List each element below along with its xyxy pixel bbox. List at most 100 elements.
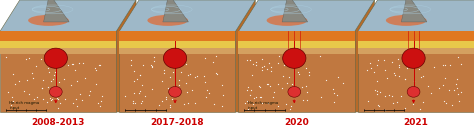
Point — [264, 83, 271, 85]
Point — [73, 80, 81, 82]
Point — [401, 107, 409, 109]
Point — [130, 92, 138, 94]
Point — [380, 58, 388, 61]
Point — [275, 55, 283, 57]
Point — [99, 95, 106, 97]
Point — [256, 86, 264, 88]
Point — [160, 72, 168, 74]
Point — [370, 71, 378, 73]
Point — [274, 105, 282, 107]
Point — [79, 62, 87, 64]
Point — [65, 64, 73, 66]
Point — [374, 90, 381, 92]
Point — [245, 108, 252, 110]
Point — [133, 78, 141, 80]
Point — [455, 100, 463, 102]
Point — [158, 80, 165, 82]
Point — [2, 56, 10, 58]
Point — [130, 70, 138, 72]
Polygon shape — [0, 31, 116, 112]
Polygon shape — [358, 41, 474, 48]
Point — [267, 66, 275, 69]
Point — [86, 90, 93, 93]
Point — [47, 99, 55, 101]
Point — [264, 102, 272, 104]
Point — [424, 85, 431, 87]
Point — [136, 92, 143, 94]
Point — [383, 77, 391, 79]
Point — [246, 94, 254, 96]
Point — [441, 64, 448, 66]
Point — [441, 77, 448, 79]
Point — [96, 105, 103, 107]
Point — [72, 98, 80, 100]
Point — [44, 86, 52, 88]
Point — [162, 98, 169, 100]
Point — [51, 71, 59, 73]
Ellipse shape — [267, 15, 307, 26]
Point — [410, 80, 418, 82]
Point — [385, 94, 392, 96]
Point — [427, 92, 435, 94]
Point — [52, 62, 59, 64]
Point — [151, 56, 158, 58]
Point — [454, 87, 461, 89]
Point — [97, 100, 105, 102]
Point — [445, 89, 452, 91]
Point — [9, 73, 17, 75]
Polygon shape — [355, 0, 374, 112]
Point — [373, 79, 381, 82]
Polygon shape — [236, 0, 255, 112]
Text: He-rich magma
input: He-rich magma input — [9, 101, 39, 110]
Point — [448, 104, 456, 106]
Point — [96, 64, 104, 66]
Point — [374, 59, 382, 61]
Point — [138, 99, 146, 102]
Point — [68, 62, 76, 64]
Point — [245, 86, 252, 88]
Polygon shape — [44, 0, 69, 22]
Point — [252, 64, 259, 66]
Point — [127, 59, 135, 61]
Point — [168, 91, 175, 93]
Point — [401, 78, 409, 80]
Point — [218, 84, 226, 86]
Point — [186, 73, 194, 75]
Point — [333, 94, 340, 96]
Point — [303, 85, 310, 87]
Point — [260, 65, 267, 67]
Point — [56, 102, 64, 104]
Ellipse shape — [407, 86, 420, 97]
Ellipse shape — [44, 48, 67, 68]
Point — [430, 66, 438, 69]
Point — [450, 89, 458, 91]
Point — [250, 103, 257, 105]
Point — [167, 104, 174, 106]
Point — [54, 98, 61, 100]
Polygon shape — [119, 31, 236, 112]
Point — [250, 97, 258, 99]
Point — [246, 59, 254, 61]
Point — [331, 101, 338, 103]
Polygon shape — [119, 48, 236, 54]
Point — [417, 108, 424, 110]
Point — [405, 66, 412, 68]
Point — [182, 82, 190, 84]
Point — [40, 79, 47, 81]
Point — [244, 100, 251, 102]
Point — [61, 78, 68, 80]
Point — [212, 72, 220, 74]
Point — [37, 57, 45, 60]
Polygon shape — [282, 0, 308, 22]
Point — [43, 101, 51, 103]
Point — [373, 64, 381, 66]
Point — [305, 71, 312, 73]
Point — [403, 67, 410, 69]
Text: 2017-2018: 2017-2018 — [151, 118, 204, 127]
Point — [457, 91, 465, 93]
Point — [381, 69, 389, 71]
Polygon shape — [119, 0, 255, 31]
Point — [393, 101, 401, 103]
Point — [22, 58, 30, 60]
Ellipse shape — [147, 15, 188, 26]
